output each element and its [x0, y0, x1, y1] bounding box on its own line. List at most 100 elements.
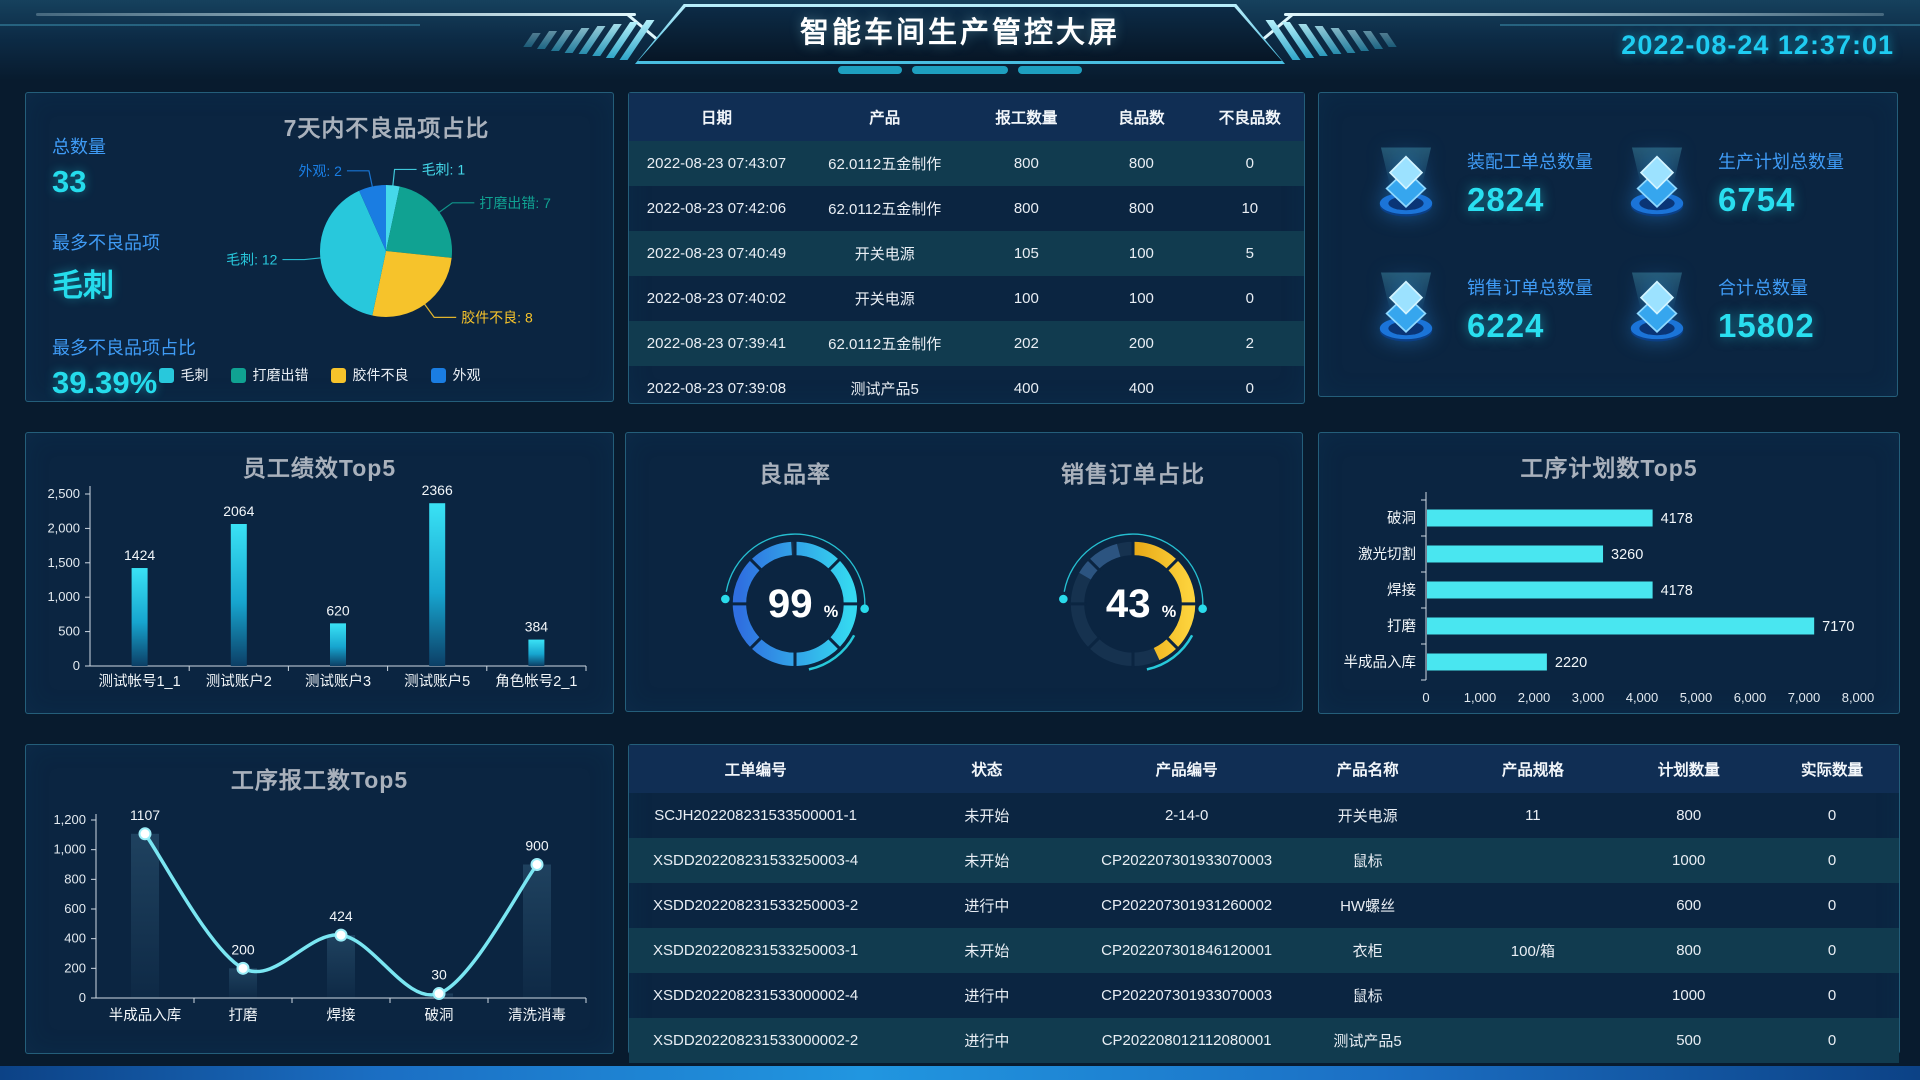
svg-text:500: 500 — [58, 624, 80, 639]
table-cell: CP202208012112080001 — [1101, 1032, 1272, 1049]
svg-text:2,000: 2,000 — [47, 520, 80, 535]
pie-legend: 毛刺 打磨出错 胶件不良 外观 — [26, 365, 613, 385]
table-row[interactable]: 2022-08-23 07:40:02 开关电源 100 100 0 — [629, 276, 1304, 321]
process-plan-panel: 工序计划数Top5 0 1,000 2,000 3,000 4,000 5,000 6,00… — [1318, 432, 1900, 714]
header-slashes-right-icon — [1265, 18, 1397, 62]
table-cell: 800 — [1128, 155, 1154, 172]
defect-stats: 总数量 33 最多不良品项 毛刺 最多不良品项占比 39.39% — [52, 133, 196, 430]
table-cell: 800 — [1676, 942, 1702, 959]
svg-text:1,000: 1,000 — [53, 842, 86, 857]
legend-swatch — [330, 367, 346, 383]
svg-text:测试帐号1_1: 测试帐号1_1 — [98, 673, 180, 690]
top-defect-stat: 最多不良品项 毛刺 — [52, 229, 184, 305]
svg-text:%: % — [824, 603, 839, 621]
table-row[interactable]: 2022-08-23 07:39:41 62.0112五金制作 202 200 2 — [629, 321, 1304, 366]
svg-text:900: 900 — [525, 838, 549, 854]
svg-text:200: 200 — [231, 941, 255, 957]
process-plan-bar-chart: 0 1,000 2,000 3,000 4,000 5,000 6,000 7,000 8,00… — [1344, 492, 1874, 705]
column-header: 日期 — [629, 93, 804, 141]
table-cell: 未开始 — [964, 853, 1010, 870]
table-row[interactable]: XSDD202208231533250003-2 进行中 CP20220730193… — [629, 883, 1899, 928]
datetime-display: 2022-08-24 12:37:01 — [1621, 30, 1894, 60]
table-cell: XSDD202208231533250003-2 — [653, 897, 859, 914]
svg-text:焊接: 焊接 — [1387, 582, 1416, 599]
table-cell: 62.0112五金制作 — [828, 336, 942, 353]
table-row[interactable]: 2022-08-23 07:42:06 62.0112五金制作 800 800 10 — [629, 186, 1304, 231]
table-cell: 2 — [1245, 335, 1254, 352]
table-cell: CP202207301846120001 — [1101, 942, 1273, 959]
table-row[interactable]: 2022-08-23 07:40:49 开关电源 105 100 5 — [629, 231, 1304, 276]
svg-text:半成品入库: 半成品入库 — [109, 1007, 182, 1024]
header-subline-left — [0, 24, 420, 26]
svg-text:5,000: 5,000 — [1680, 690, 1713, 705]
table-row[interactable]: XSDD202208231533250003-1 未开始 CP20220730184… — [629, 928, 1899, 973]
column-header: 产品 — [803, 93, 966, 141]
svg-text:200: 200 — [64, 960, 86, 975]
column-header: 报工数量 — [965, 93, 1088, 141]
gauge-title: 销售订单占比 — [1061, 461, 1205, 487]
process-report-title: 工序报工数Top5 — [230, 767, 409, 793]
svg-text:毛刺: 1: 毛刺: 1 — [422, 161, 466, 177]
table-cell: 未开始 — [964, 808, 1010, 825]
table-cell: 测试产品5 — [1333, 1033, 1402, 1050]
svg-text:1,500: 1,500 — [47, 555, 80, 570]
svg-text:清洗消毒: 清洗消毒 — [508, 1007, 566, 1024]
column-header: 产品编号 — [1091, 745, 1282, 793]
svg-text:测试账户3: 测试账户3 — [305, 673, 371, 690]
column-header: 不良品数 — [1195, 93, 1304, 141]
totals-panel: 装配工单总数量 2824 生产计划总数量 6754 — [1318, 92, 1898, 397]
legend-item[interactable]: 胶件不良 — [330, 365, 409, 385]
stat-value: 33 — [52, 164, 87, 199]
table-cell: 0 — [1827, 897, 1837, 914]
svg-text:30: 30 — [431, 967, 447, 983]
defect-panel-title: 7天内不良品项占比 — [283, 115, 490, 141]
svg-text:胶件不良: 8: 胶件不良: 8 — [461, 309, 533, 325]
table-row[interactable]: XSDD202208231533000002-2 进行中 CP20220801211… — [629, 1018, 1899, 1063]
legend-label: 毛刺 — [180, 367, 209, 383]
svg-text:2366: 2366 — [422, 482, 453, 498]
table-row[interactable]: 2022-08-23 07:43:07 62.0112五金制作 800 800 0 — [629, 141, 1304, 186]
table-cell: 800 — [1013, 200, 1039, 217]
svg-text:测试账户5: 测试账户5 — [404, 673, 470, 690]
legend-item[interactable]: 毛刺 — [158, 365, 209, 385]
header: 智能车间生产管控大屏 2022-08-24 12:37:01 — [0, 0, 1920, 80]
table-cell: 进行中 — [964, 1033, 1010, 1050]
table-cell: 0 — [1245, 290, 1254, 307]
layers-icon — [1630, 147, 1684, 217]
table-cell: 2-14-0 — [1164, 807, 1209, 824]
stat-label: 最多不良品项占比 — [52, 338, 196, 358]
legend-label: 外观 — [452, 367, 481, 383]
svg-text:1,000: 1,000 — [47, 589, 80, 604]
svg-text:1,200: 1,200 — [53, 812, 86, 827]
legend-label: 胶件不良 — [352, 367, 409, 383]
table-cell: XSDD202208231533000002-4 — [653, 987, 859, 1004]
stat-value: 39.39% — [52, 365, 158, 400]
svg-text:620: 620 — [326, 602, 350, 618]
table-row[interactable]: 2022-08-23 07:39:08 测试产品5 400 400 0 — [629, 366, 1304, 411]
table-cell: 2022-08-23 07:40:02 — [646, 290, 787, 307]
legend-item[interactable]: 打磨出错 — [230, 365, 309, 385]
svg-text:43: 43 — [1106, 581, 1151, 626]
total-count-stat: 总数量 33 — [52, 133, 184, 200]
svg-text:3,000: 3,000 — [1572, 690, 1605, 705]
svg-text:打磨: 打磨 — [1387, 618, 1416, 635]
table-cell: 1000 — [1672, 852, 1706, 869]
svg-text:破洞: 破洞 — [425, 1007, 454, 1024]
table-row[interactable]: XSDD202208231533000002-4 进行中 CP20220730193… — [629, 973, 1899, 1018]
svg-text:600: 600 — [64, 901, 86, 916]
table-cell — [1453, 973, 1612, 1018]
table-cell: 1000 — [1672, 987, 1706, 1004]
svg-text:破洞: 破洞 — [1387, 510, 1416, 527]
svg-text:4178: 4178 — [1661, 511, 1693, 527]
svg-text:7,000: 7,000 — [1788, 690, 1821, 705]
table-cell: 开关电源 — [854, 246, 915, 263]
svg-text:99: 99 — [768, 581, 813, 626]
table-row[interactable]: SCJH202208231533500001-1 未开始 2-14-0 开关电源 11 8… — [629, 793, 1899, 838]
legend-item[interactable]: 外观 — [430, 365, 481, 385]
table-cell: HW螺丝 — [1340, 898, 1396, 915]
svg-text:2,500: 2,500 — [47, 486, 80, 501]
column-header: 状态 — [882, 745, 1092, 793]
svg-text:测试账户2: 测试账户2 — [206, 673, 272, 690]
table-row[interactable]: XSDD202208231533250003-4 未开始 CP20220730193… — [629, 838, 1899, 883]
